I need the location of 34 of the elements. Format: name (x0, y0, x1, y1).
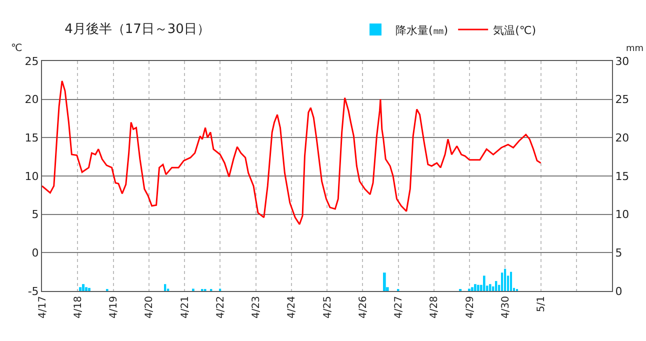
x-tick-label: 4/30 (500, 296, 512, 318)
x-tick-label: 4/18 (72, 296, 84, 318)
x-tick-label: 4/22 (215, 296, 226, 318)
y2-tick-label: 5 (615, 246, 622, 260)
y2-tick-label: 20 (615, 132, 630, 145)
y-tick-label: 20 (24, 93, 39, 106)
y-tick-label: 0 (32, 246, 39, 260)
y2-axis-title: mm (626, 44, 644, 54)
y-axis-title: ℃ (11, 43, 22, 54)
y2-tick-label: 25 (615, 93, 630, 106)
y-tick-label: 10 (24, 170, 39, 183)
x-tick-label: 4/28 (429, 296, 440, 318)
x-tick-label: 5/1 (536, 296, 547, 312)
y2-tick-label: 10 (615, 208, 630, 222)
y2-tick-label: 30 (615, 54, 630, 68)
legend-label: 降水量(㎜) (396, 24, 448, 37)
x-tick-label: 4/27 (394, 296, 404, 318)
y-tick-label: 25 (24, 54, 39, 68)
x-tick-label: 4/20 (144, 296, 156, 318)
x-tick-label: 4/25 (322, 296, 334, 318)
x-tick-label: 4/26 (358, 296, 369, 318)
x-tick-label: 4/29 (464, 296, 476, 318)
legend-label: 気温(℃) (493, 24, 536, 37)
y-tick-label: -5 (28, 284, 39, 298)
x-tick-label: 4/19 (108, 296, 120, 318)
x-tick-label: 4/23 (251, 296, 262, 318)
x-tick-label: 4/21 (180, 296, 191, 318)
x-tick-label: 4/17 (37, 296, 48, 318)
y-tick-label: 5 (32, 208, 39, 222)
y2-tick-label: 15 (615, 170, 630, 183)
y2-tick-label: 0 (615, 284, 622, 298)
chart-title: 4月後半（17日～30日） (64, 22, 210, 37)
x-tick-label: 4/24 (286, 296, 298, 318)
y-tick-label: 15 (24, 132, 39, 145)
